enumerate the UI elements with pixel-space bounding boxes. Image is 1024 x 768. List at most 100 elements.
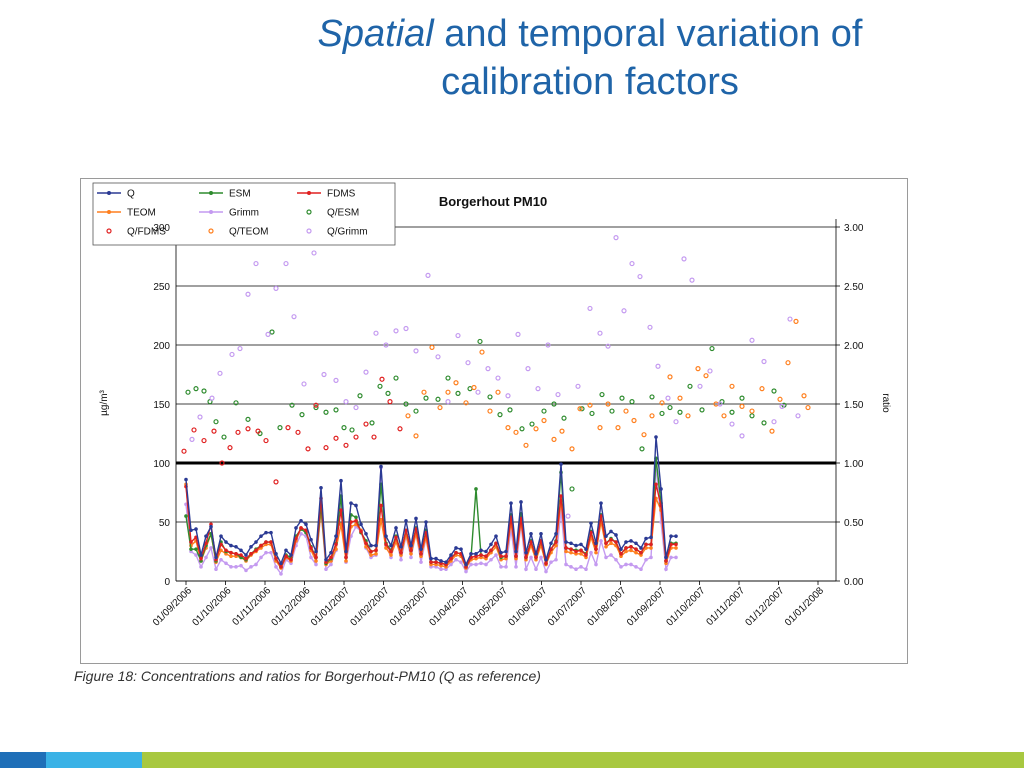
series-point-fdms [674,542,678,547]
series-point-q [404,519,408,523]
series-point-grimm [529,555,533,560]
ratio-point-q-teom [487,408,493,414]
series-point-fdms [204,541,208,546]
series-point-grimm [299,532,303,536]
series-point-fdms [364,541,368,546]
ratio-point-q-teom [749,408,755,414]
ratio-point-q-grimm [217,370,223,376]
legend-layer: Q ESM FDMS TEOM Grimm Q/ESM Q/FDMS Q/TEOM Q/Grim… [92,182,396,246]
ratio-point-q-esm [699,407,705,413]
ratio-point-q-grimm [425,272,431,278]
series-point-q [264,530,268,535]
series-point-fdms [399,550,403,555]
series-point-grimm [249,565,253,569]
series-point-esm [354,515,358,520]
ratio-point-q-esm [599,391,605,398]
ratio-point-q-esm [477,338,483,345]
footer-color-bar [0,752,1024,768]
ratio-point-q-grimm [681,256,687,262]
series-point-fdms [649,542,653,547]
series-point-fdms [564,546,568,550]
series-point-q [284,548,288,553]
series-point-grimm [579,565,583,569]
ratio-point-q-grimm [505,393,511,399]
series-point-q [419,547,423,551]
series-point-grimm [564,562,568,567]
series-point-teom [579,552,583,556]
series-point-q [524,550,528,555]
series-point-fdms [349,520,353,524]
series-point-q [369,543,373,548]
ratio-point-q-esm [341,425,347,431]
ratio-point-q-grimm [321,371,327,378]
series-point-q [659,487,663,491]
series-point-fdms [274,556,278,561]
series-point-grimm [194,553,198,557]
ratio-point-q-grimm [779,403,785,409]
series-point-q [254,540,258,544]
series-point-fdms [309,546,313,550]
series-point-fdms [644,542,648,547]
series-point-teom [609,541,613,546]
series-point-grimm [514,565,518,569]
series-point-grimm [584,567,588,571]
ratio-point-q-grimm [343,399,349,405]
ratio-point-q-grimm [575,383,581,389]
series-point-teom [229,554,233,559]
series-point-q [459,547,463,551]
series-point-q [309,537,313,542]
ratio-point-q-grimm [393,328,399,334]
ratio-point-q-teom [695,366,701,372]
series-point-fdms [604,541,608,546]
series-point-teom [384,546,388,550]
ratio-point-q-grimm [197,414,203,420]
series-point-teom [629,548,633,553]
series-point-q [394,526,398,530]
ratio-point-q-fdms [181,448,187,454]
series-point-grimm [224,561,228,566]
series-point-q [194,527,198,531]
series-point-q [584,547,588,551]
ratio-point-q-esm [435,396,441,402]
series-point-q [614,533,618,537]
ratio-point-q-esm [233,400,239,406]
footer-bar-light-blue [46,752,142,768]
ratio-point-q-grimm [353,404,359,411]
ratio-point-q-fdms [387,399,393,405]
legend-label: Grimm [229,208,259,219]
ratio-point-q-teom [623,408,629,414]
ratio-point-q-grimm [597,330,603,336]
ratio-point-q-teom [793,318,799,324]
ratio-point-q-esm [659,410,665,417]
ratio-point-q-esm [393,375,399,381]
series-point-teom [624,549,628,554]
series-point-teom [344,559,348,563]
x-tick-label: 01/01/2008 [783,585,826,628]
series-point-grimm [539,555,543,560]
series-point-grimm [624,562,628,567]
ratio-point-q-esm [677,409,683,415]
series-point-q [349,501,353,505]
series-point-fdms [189,540,193,544]
series-point-teom [369,553,373,557]
series-point-fdms [494,541,498,546]
ratio-point-q-grimm [485,366,491,372]
series-point-q [359,522,363,527]
series-point-fdms [534,555,538,560]
series-point-fdms [234,552,238,556]
series-point-q [589,521,593,525]
ratio-point-q-teom [677,395,683,401]
ratio-point-q-grimm [311,250,317,256]
series-point-q [579,542,583,547]
series-point-q [314,549,318,554]
ratio-point-q-esm [413,408,419,414]
series-point-grimm [279,572,283,576]
y2-tick-label: 1.00 [844,459,864,470]
series-point-grimm [639,567,643,571]
series-point-esm [184,514,188,518]
series-point-fdms [434,560,438,564]
ratio-point-q-teom [649,413,655,419]
series-point-grimm [409,555,413,560]
ratio-point-q-grimm [587,305,593,312]
ratio-point-q-esm [739,395,745,401]
